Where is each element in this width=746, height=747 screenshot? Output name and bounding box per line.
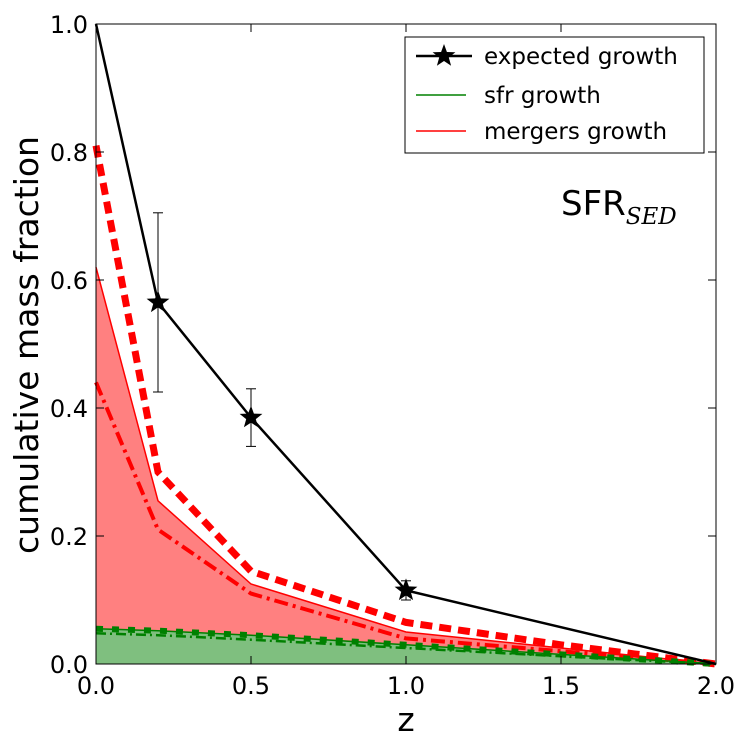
expected-point-star <box>146 290 170 313</box>
expected-point-star <box>394 578 418 601</box>
legend-mergers-label: mergers growth <box>484 119 667 145</box>
sfr-sed-annotation: SFRSED <box>561 184 677 230</box>
y-tick-label: 0.8 <box>50 139 88 167</box>
expected-point-star <box>239 405 263 428</box>
y-tick-label: 0.2 <box>50 523 88 551</box>
x-tick-label: 0.5 <box>232 672 270 700</box>
y-tick-label: 0.4 <box>50 395 88 423</box>
x-tick-label: 1.0 <box>387 672 425 700</box>
annotation-main: SFR <box>561 184 626 224</box>
y-tick-label: 0.6 <box>50 267 88 295</box>
axis-ticks: 0.0 0.5 1.0 1.5 2.0 0.0 0.2 0.4 0.6 0.8 1.0 <box>50 11 735 700</box>
legend-expected-label: expected growth <box>484 44 678 70</box>
series-lines <box>92 23 717 668</box>
mergers-upper-dashed-line <box>92 144 717 668</box>
x-tick-label: 1.5 <box>542 672 580 700</box>
mergers-growth-line <box>95 267 717 665</box>
x-tick-label: 2.0 <box>697 672 735 700</box>
mergers-fill-area <box>96 267 716 664</box>
sfr-upper-dashed-line <box>95 625 717 667</box>
legend: expected growth sfr growth mergers growt… <box>404 36 705 154</box>
y-tick-label: 0.0 <box>50 651 88 679</box>
x-tick-label: 0.0 <box>77 672 115 700</box>
mergers-dashdot-line <box>94 381 717 666</box>
x-axis-title: z <box>397 700 414 739</box>
legend-sfr-label: sfr growth <box>484 83 601 109</box>
fill-areas <box>96 267 716 664</box>
y-tick-label: 1.0 <box>50 11 88 39</box>
y-axis-title: cumulative mass fraction <box>7 136 46 554</box>
annotation-subscript: SED <box>626 204 677 230</box>
legend-star-marker <box>432 44 456 66</box>
